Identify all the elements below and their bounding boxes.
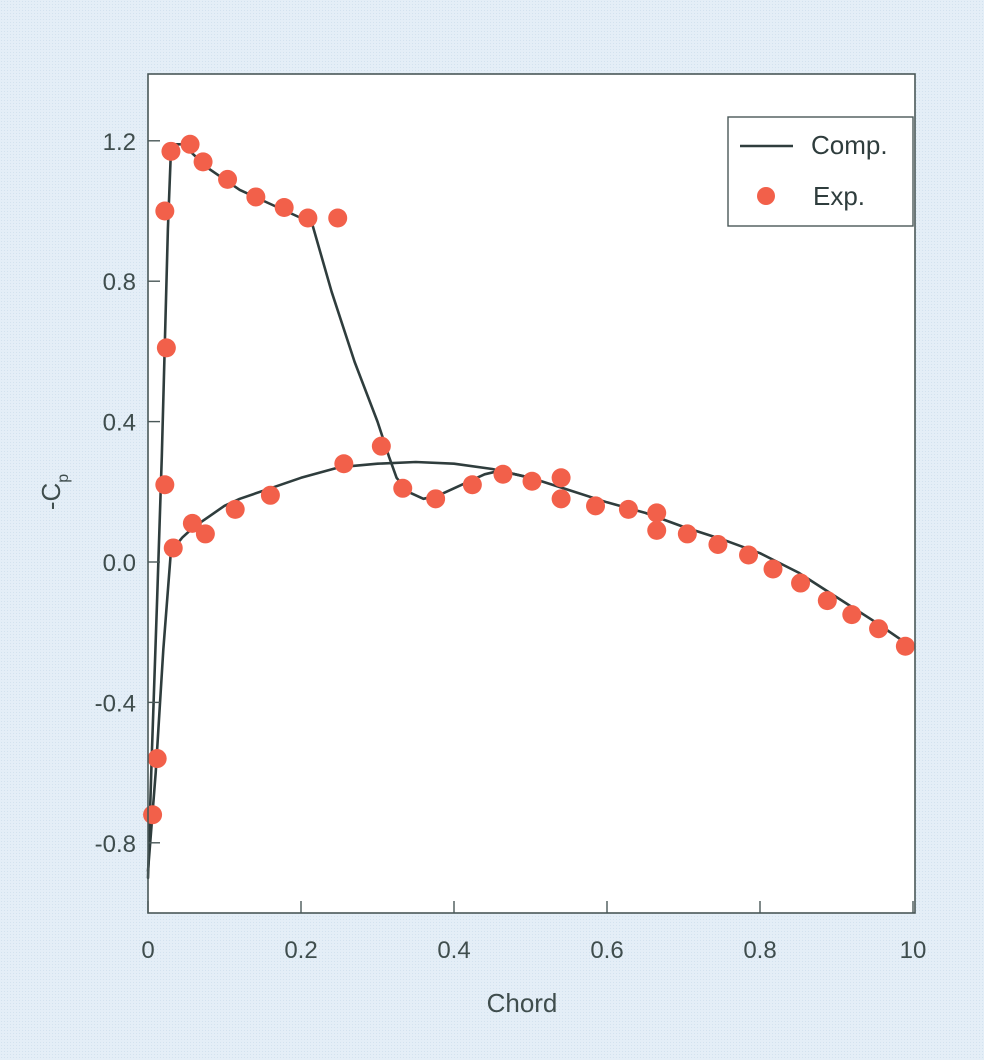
exp-data-point <box>246 187 266 207</box>
x-tick-label: 0 <box>141 937 154 964</box>
exp-data-point <box>156 338 176 358</box>
y-axis-title-main: -C <box>36 483 66 510</box>
exp-data-point <box>462 475 482 495</box>
x-tick-label: 0.2 <box>284 937 317 964</box>
exp-data-point <box>147 749 167 769</box>
exp-data-point <box>274 197 294 217</box>
exp-data-point <box>791 573 811 593</box>
exp-data-point <box>842 605 862 625</box>
exp-data-point <box>180 134 200 154</box>
exp-data-point <box>551 489 571 509</box>
exp-data-point <box>371 436 391 456</box>
x-axis-title: Chord <box>487 988 558 1018</box>
x-tick-label: 0.4 <box>437 937 470 964</box>
y-tick-label: 0.0 <box>103 550 136 577</box>
y-tick-label: 1.2 <box>103 129 136 156</box>
exp-data-point <box>426 489 446 509</box>
y-tick-label: -0.8 <box>95 831 136 858</box>
exp-data-point <box>163 538 183 558</box>
exp-data-point <box>708 534 728 554</box>
exp-data-point <box>161 141 181 161</box>
exp-data-point <box>817 591 837 611</box>
y-tick-label: -0.4 <box>95 690 136 717</box>
exp-data-point <box>218 169 238 189</box>
legend-comp-label: Comp. <box>811 130 888 160</box>
y-tick-label: 0.4 <box>103 410 136 437</box>
exp-data-point <box>328 208 348 228</box>
exp-data-point <box>143 805 163 825</box>
exp-data-point <box>193 152 213 172</box>
legend: Comp. Exp. <box>727 116 914 227</box>
y-tick-label: 0.8 <box>103 269 136 296</box>
exp-data-point <box>869 619 889 639</box>
exp-data-point <box>895 636 915 656</box>
y-axis-title: -Cp <box>36 474 72 510</box>
exp-data-point <box>522 471 542 491</box>
exp-data-point <box>225 499 245 519</box>
exp-data-point <box>647 503 667 523</box>
svg-text:-Cp: -Cp <box>36 474 72 510</box>
exp-data-point <box>298 208 318 228</box>
experimental-markers <box>143 134 915 825</box>
exp-data-point <box>493 464 513 484</box>
exp-data-point <box>260 485 280 505</box>
exp-data-point <box>182 513 202 533</box>
x-axis-ticks: 0 0.2 0.4 0.6 0.8 10 <box>141 901 926 964</box>
exp-data-point <box>677 524 697 544</box>
exp-data-point <box>586 496 606 516</box>
exp-data-point <box>647 520 667 540</box>
exp-data-point <box>618 499 638 519</box>
exp-data-point <box>155 201 175 221</box>
exp-data-point <box>739 545 759 565</box>
exp-data-point <box>393 478 413 498</box>
legend-exp-marker-icon <box>757 187 775 205</box>
y-axis-title-sub: p <box>55 474 72 483</box>
legend-exp-label: Exp. <box>813 181 865 211</box>
x-tick-label: 10 <box>900 937 927 964</box>
exp-data-point <box>195 524 215 544</box>
x-tick-label: 0.8 <box>743 937 776 964</box>
exp-data-point <box>334 454 354 474</box>
x-tick-label: 0.6 <box>590 937 623 964</box>
y-axis-ticks: 1.2 0.8 0.4 0.0 -0.4 -0.8 <box>95 129 160 858</box>
exp-data-point <box>155 475 175 495</box>
exp-data-point <box>763 559 783 579</box>
legend-box <box>727 116 914 227</box>
plot-frame <box>147 73 916 914</box>
exp-data-point <box>551 468 571 488</box>
